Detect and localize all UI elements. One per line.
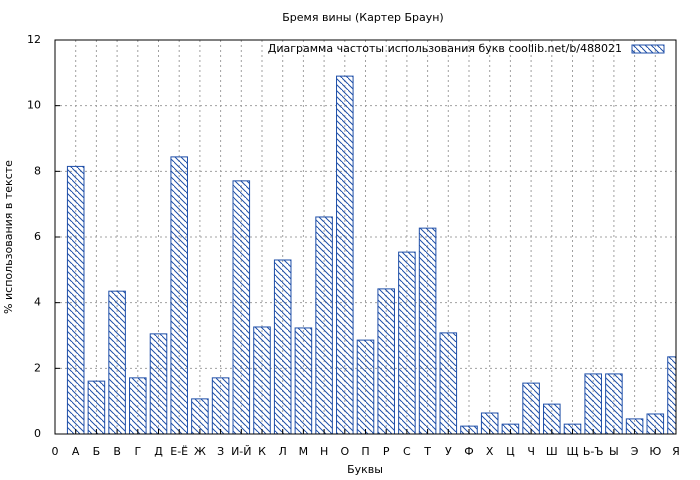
y-tick-label: 12 [27, 33, 41, 46]
bar [522, 382, 540, 434]
y-tick-label: 0 [34, 427, 41, 440]
bar [211, 377, 230, 434]
x-tick-label: У [445, 445, 452, 458]
x-tick-label: Б [93, 445, 101, 458]
bar [605, 373, 623, 434]
legend-swatch [631, 44, 665, 54]
bar [543, 403, 561, 434]
x-tick-label: Щ [566, 445, 578, 458]
bar [377, 288, 395, 434]
bar [584, 373, 602, 434]
x-tick-label: Г [134, 445, 141, 458]
x-tick-label: Ю [649, 445, 661, 458]
bar [273, 259, 292, 434]
bar [398, 251, 416, 434]
x-tick-label: В [113, 445, 121, 458]
y-tick-label: 4 [34, 296, 41, 309]
x-tick-label: Ш [546, 445, 558, 458]
x-tick-label: Д [154, 445, 163, 458]
bar [87, 380, 106, 434]
bar [336, 75, 354, 434]
x-tick-label: К [258, 445, 266, 458]
x-tick-label: Ф [464, 445, 473, 458]
y-tick-label: 8 [34, 164, 41, 177]
x-tick-label: А [72, 445, 80, 458]
bar [418, 227, 437, 434]
bar [294, 327, 313, 434]
bar [646, 413, 665, 434]
bar [108, 290, 126, 434]
x-tick-label: И-Й [231, 445, 251, 458]
y-tick-label: 2 [34, 361, 41, 374]
bar [129, 377, 147, 434]
x-tick-label: П [361, 445, 369, 458]
x-tick-label: Т [423, 445, 431, 458]
x-tick-label: Э [631, 445, 639, 458]
bar [439, 332, 458, 434]
y-tick-label: 6 [34, 230, 41, 243]
bar [253, 326, 271, 434]
bar [66, 165, 85, 434]
x-tick-label: Ч [527, 445, 535, 458]
bar [149, 333, 168, 434]
x-tick-label: Р [383, 445, 390, 458]
x-tick-label: Х [486, 445, 494, 458]
y-tick-label: 10 [27, 99, 41, 112]
x-tick-label: 0 [52, 445, 59, 458]
x-tick-label: Ы [609, 445, 619, 458]
x-tick-label: Ь-Ъ [583, 445, 604, 458]
y-axis-label: % использования в тексте [2, 160, 15, 314]
x-tick-label: Н [320, 445, 328, 458]
x-tick-label: Я [672, 445, 680, 458]
bar [625, 418, 644, 434]
x-tick-label: С [403, 445, 411, 458]
bar [170, 156, 188, 434]
bar [356, 339, 375, 434]
bar [315, 216, 333, 434]
x-tick-label: О [340, 445, 349, 458]
x-tick-label: Ж [194, 445, 206, 458]
bar [232, 180, 251, 434]
x-tick-label: Л [279, 445, 287, 458]
bar [191, 398, 209, 434]
x-tick-label: Ц [506, 445, 515, 458]
legend-label: Диаграмма частоты использования букв coo… [268, 42, 622, 55]
x-tick-label: Е-Ё [170, 445, 188, 458]
x-axis-label: Буквы [347, 463, 383, 476]
chart-title: Бремя вины (Картер Браун) [282, 11, 443, 24]
x-tick-label: З [217, 445, 224, 458]
x-tick-label: М [299, 445, 309, 458]
